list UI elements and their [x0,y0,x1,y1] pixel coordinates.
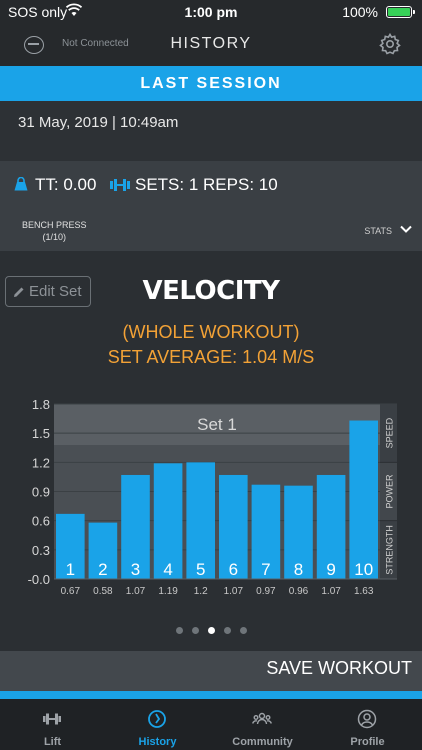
bar-value-label: 1.07 [126,586,146,597]
total-tonnage: TT: 0.00 [35,175,97,194]
zone-label: POWER [385,474,395,509]
nav-bar: Not Connected HISTORY [0,24,422,66]
velocity-bar-chart: -0.0 0.3 0.6 0.9 1.2 1.5 1.8 Set 1 STRENGTH POWER… [28,397,397,597]
device-icon[interactable] [24,36,44,54]
bar [284,485,313,579]
page-title: HISTORY [170,35,252,52]
zone-band-speed [380,404,397,463]
zone-band-power [380,462,397,521]
page-dot[interactable] [175,627,183,634]
pencil-icon [14,287,24,297]
history-icon [148,710,166,728]
bar-rep-label: 2 [98,560,107,579]
dumbbell-icon [110,179,130,191]
exercise-count: (1/10) [42,232,67,242]
bar [251,484,281,579]
bar [56,513,85,579]
page-dot[interactable] [239,627,247,634]
y-tick-label: 1.5 [32,426,50,441]
bar-rep-label: 4 [163,560,172,579]
session-summary: TT: 0.00 SETS: 1 REPS: 10 BENCH PRESS (1… [0,161,422,251]
session-date: 31 May, 2019 | 10:49am [18,114,179,131]
edit-set-button[interactable]: Edit Set [5,276,91,307]
accent-strip [0,691,422,699]
y-tick-label: 0.6 [32,514,50,529]
bar-rep-label: 10 [354,560,373,579]
clock: 1:00 pm [184,4,238,20]
tab-profile[interactable]: Profile [315,699,420,750]
bar [316,474,346,579]
carrier-label: SOS only [8,4,68,20]
set-average: SET AVERAGE: 1.04 M/S [107,347,315,367]
tab-history-label: History [138,736,177,748]
exercise-label: BENCH PRESS [22,220,87,230]
tab-profile-label: Profile [350,736,385,748]
bar-value-label: 0.58 [93,586,113,597]
y-tick-label: 0.9 [32,485,50,500]
sets-reps: SETS: 1 REPS: 10 [135,175,278,194]
tab-history[interactable]: History [105,699,210,750]
page-dot[interactable] [223,627,231,634]
y-tick-label: -0.0 [28,572,50,587]
battery-icon [386,6,415,18]
y-tick-label: 0.3 [32,543,50,558]
battery-percent: 100% [342,4,378,20]
tab-lift[interactable]: Lift [0,699,105,750]
bar-value-label: 1.2 [194,586,208,597]
gear-icon[interactable] [378,32,402,56]
bar [219,474,248,579]
profile-icon [357,709,377,729]
bar-rep-label: 7 [261,560,270,579]
wifi-icon [66,3,82,16]
bar-value-label: 1.07 [224,586,244,597]
bar-rep-label: 3 [131,560,140,579]
community-icon [252,712,272,725]
bar-rep-label: 6 [229,560,238,579]
bar-value-label: 0.67 [61,586,81,597]
connection-status: Not Connected [62,38,129,49]
bar-rep-label: 5 [196,560,205,579]
page-dot[interactable] [191,627,199,634]
bar-rep-label: 1 [66,560,75,579]
bar [349,420,378,579]
y-tick-label: 1.2 [32,455,50,470]
exercise-name: BENCH PRESS (1/10) [22,219,87,243]
chart-title: VELOCITY [142,276,280,306]
save-bar: SAVE WORKOUT [0,651,422,691]
save-workout-button[interactable]: SAVE WORKOUT [266,658,412,678]
set-label: Set 1 [197,415,237,434]
stats-toggle[interactable]: STATS [364,226,392,236]
page-dot[interactable] [207,627,215,634]
velocity-card: Edit Set VELOCITY (WHOLE WORKOUT) SET AV… [0,251,422,651]
dumbbell-icon [43,713,61,725]
session-date-row: 31 May, 2019 | 10:49am [0,101,422,161]
tab-community[interactable]: Community [210,699,315,750]
zone-label: STRENGTH [385,525,395,575]
bar [121,474,150,579]
bar-value-label: 0.97 [256,586,276,597]
set-header-band [54,404,397,445]
zone-label: SPEED [385,417,395,448]
y-tick-label: 1.8 [32,397,50,412]
kettlebell-icon [14,177,28,191]
bar [186,462,215,579]
chevron-down-icon[interactable] [400,223,412,235]
bar-value-label: 1.63 [354,586,374,597]
bar-rep-label: 8 [294,560,303,579]
tab-bar: Lift History Community Profile [0,699,422,750]
last-session-banner: LAST SESSION [0,66,422,101]
page-indicator [0,627,422,637]
bar-value-label: 1.19 [158,586,178,597]
bar-value-label: 1.07 [321,586,341,597]
edit-set-label: Edit Set [29,283,82,300]
bar-rep-label: 9 [326,560,335,579]
bar-value-label: 0.96 [289,586,309,597]
tab-lift-label: Lift [43,736,62,748]
bar [153,463,183,579]
bar [88,522,118,579]
status-bar: SOS only 1:00 pm 100% [0,0,422,24]
zone-band-strength [380,520,397,579]
tab-community-label: Community [232,736,293,748]
workout-scope: (WHOLE WORKOUT) [122,322,300,342]
